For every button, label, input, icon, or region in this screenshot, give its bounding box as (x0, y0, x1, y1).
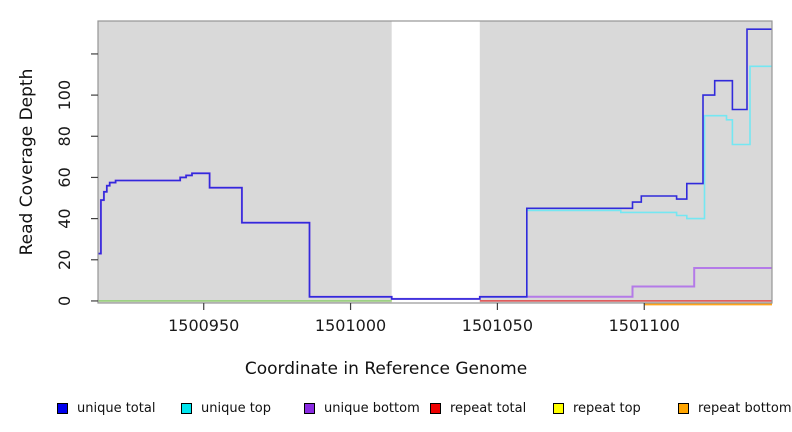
gap-band (391, 21, 480, 303)
series-line-unique-top (479, 65, 772, 298)
y-tick-label: 20 (55, 250, 74, 270)
y-tick-label: 40 (55, 208, 74, 228)
x-tick-label: 1501000 (315, 316, 386, 335)
x-tick-label: 1501100 (609, 316, 680, 335)
y-tick-label: 100 (55, 80, 74, 111)
y-tick-label: 80 (55, 126, 74, 146)
x-axis-title: Coordinate in Reference Genome (244, 359, 528, 379)
x-tick-label: 1501050 (462, 316, 533, 335)
plot-border (97, 20, 773, 304)
y-tick-label: 60 (55, 167, 74, 187)
y-tick-label: 0 (55, 296, 74, 306)
y-axis-title: Read Coverage Depth (17, 68, 37, 256)
series-line-unique-total (98, 28, 772, 300)
x-tick-label: 1500950 (168, 316, 239, 335)
